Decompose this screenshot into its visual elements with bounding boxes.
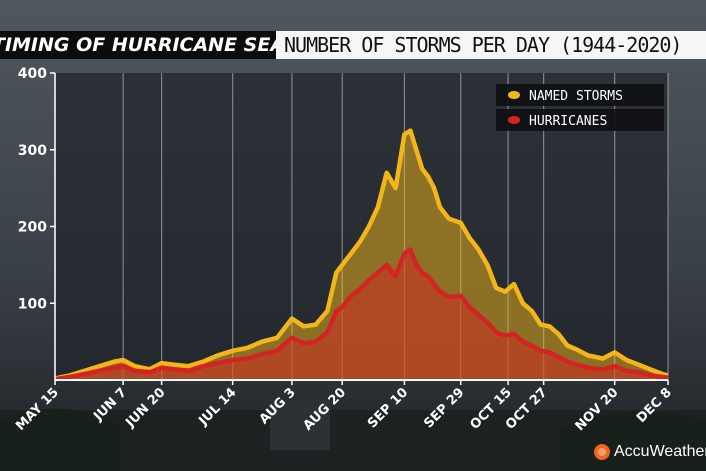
brand-name: AccuWeather: [614, 443, 706, 460]
left-title: TIMING OF HURRICANE SEASON: [0, 31, 276, 59]
legend-entry-bg: [496, 84, 664, 106]
legend-swatch: [508, 116, 520, 124]
x-tick-label: JUN 20: [123, 385, 169, 431]
brand-logo: AccuWeather: [594, 443, 706, 461]
y-tick-label: 200: [18, 220, 47, 236]
x-tick-label: JUL 14: [195, 385, 239, 429]
legend-label: NAMED STORMS: [529, 89, 623, 104]
x-tick-label: AUG 3: [257, 385, 299, 427]
series-areas: [54, 128, 669, 382]
series-line: [54, 128, 669, 381]
y-tick-label: 100: [18, 296, 47, 312]
legend-label: HURRICANES: [529, 114, 607, 129]
series-area-fill: [55, 249, 668, 380]
x-tick-label: MAY 15: [13, 385, 62, 434]
legend: NAMED STORMS HURRICANES: [496, 84, 664, 131]
legend-entry-bg: [496, 109, 664, 131]
y-tick-label: 400: [18, 66, 47, 82]
right-title: NUMBER OF STORMS PER DAY (1944-2020): [276, 31, 706, 59]
x-tick-label: NOV 20: [573, 385, 622, 434]
title-bar: TIMING OF HURRICANE SEASON NUMBER OF STO…: [0, 31, 706, 59]
y-tick-label: 300: [18, 143, 47, 159]
legend-swatch: [508, 91, 520, 99]
x-tick-label: SEP 10: [365, 385, 411, 431]
x-tick-label: AUG 20: [301, 385, 349, 433]
y-axis: 100 200 300 400: [18, 66, 56, 380]
series-area-fill: [55, 130, 668, 380]
x-tick-label: DEC 8: [634, 385, 675, 426]
sun-icon: [594, 444, 610, 460]
x-tick-label: SEP 29: [421, 385, 467, 431]
series-line: [54, 247, 669, 382]
